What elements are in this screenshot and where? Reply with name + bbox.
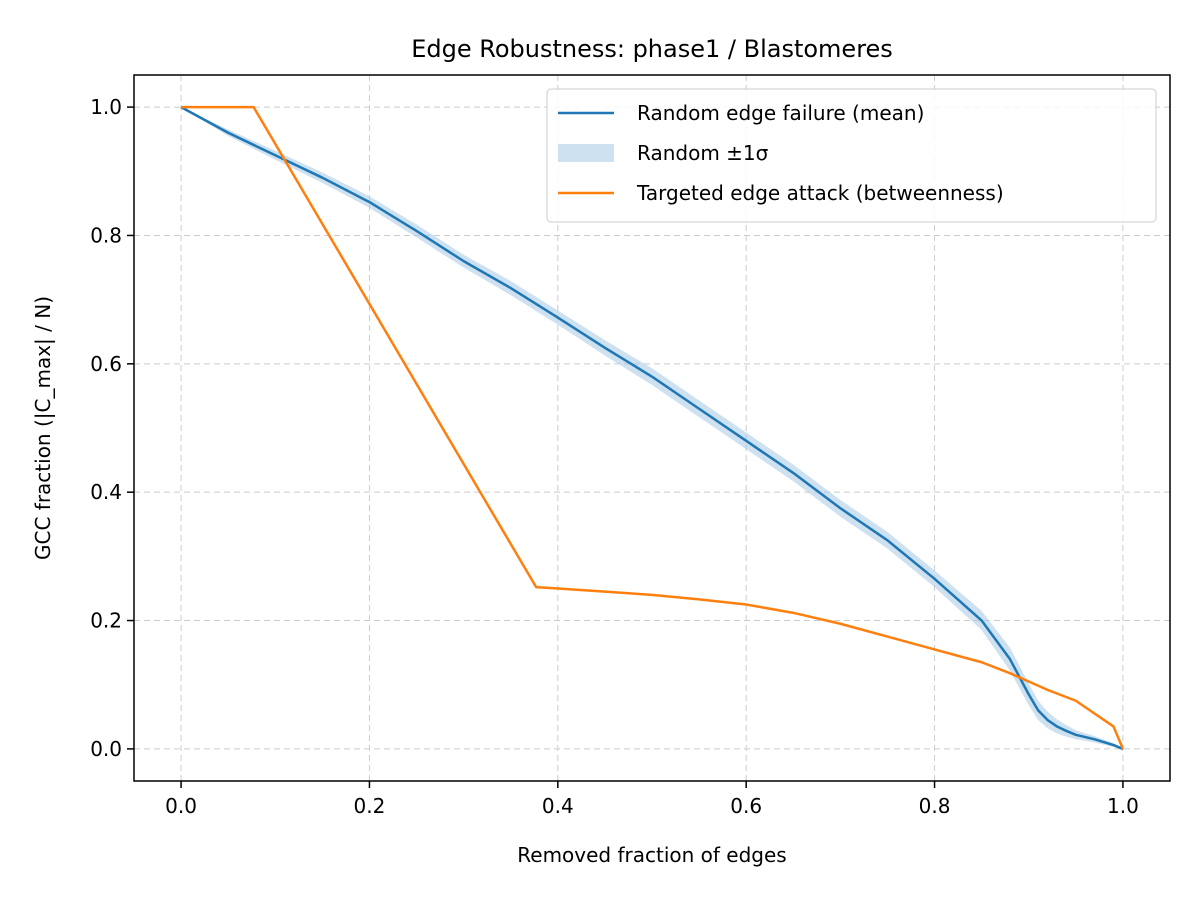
y-tick-label: 0.0 [90,737,122,761]
legend-swatch-band [558,144,614,162]
x-tick-label: 0.2 [354,794,386,818]
y-tick-label: 1.0 [90,95,122,119]
legend-label: Targeted edge attack (betweenness) [636,181,1004,205]
x-axis-label: Removed fraction of edges [517,843,786,867]
x-tick-label: 0.4 [542,794,574,818]
legend-label: Random ±1σ [637,141,769,165]
y-tick-label: 0.4 [90,480,122,504]
random-std-band [181,107,1123,749]
x-tick-label: 0.0 [165,794,197,818]
tick-layer: 0.0 0.2 0.4 0.6 0.8 1.0 0.0 0.2 0.4 0.6 0.8 1.0 [90,95,1139,818]
legend: Random edge failure (mean) Random ±1σ Targ… [546,88,1157,223]
plot-frame [133,74,1171,782]
random-failure-line [180,105,1124,751]
y-axis-label: GCC fraction (|C_max| / N) [31,296,55,560]
data-layer [180,105,1125,751]
y-tick-label: 0.2 [90,609,122,633]
x-tick-label: 0.8 [919,794,951,818]
chart-title: Edge Robustness: phase1 / Blastomeres [411,35,893,63]
legend-box [546,88,1157,223]
targeted-attack-line [181,105,1125,750]
y-tick-label: 0.8 [90,223,122,247]
legend-label: Random edge failure (mean) [637,101,924,125]
x-tick-label: 1.0 [1107,794,1139,818]
y-tick-label: 0.6 [90,352,122,376]
x-tick-label: 0.6 [730,794,762,818]
